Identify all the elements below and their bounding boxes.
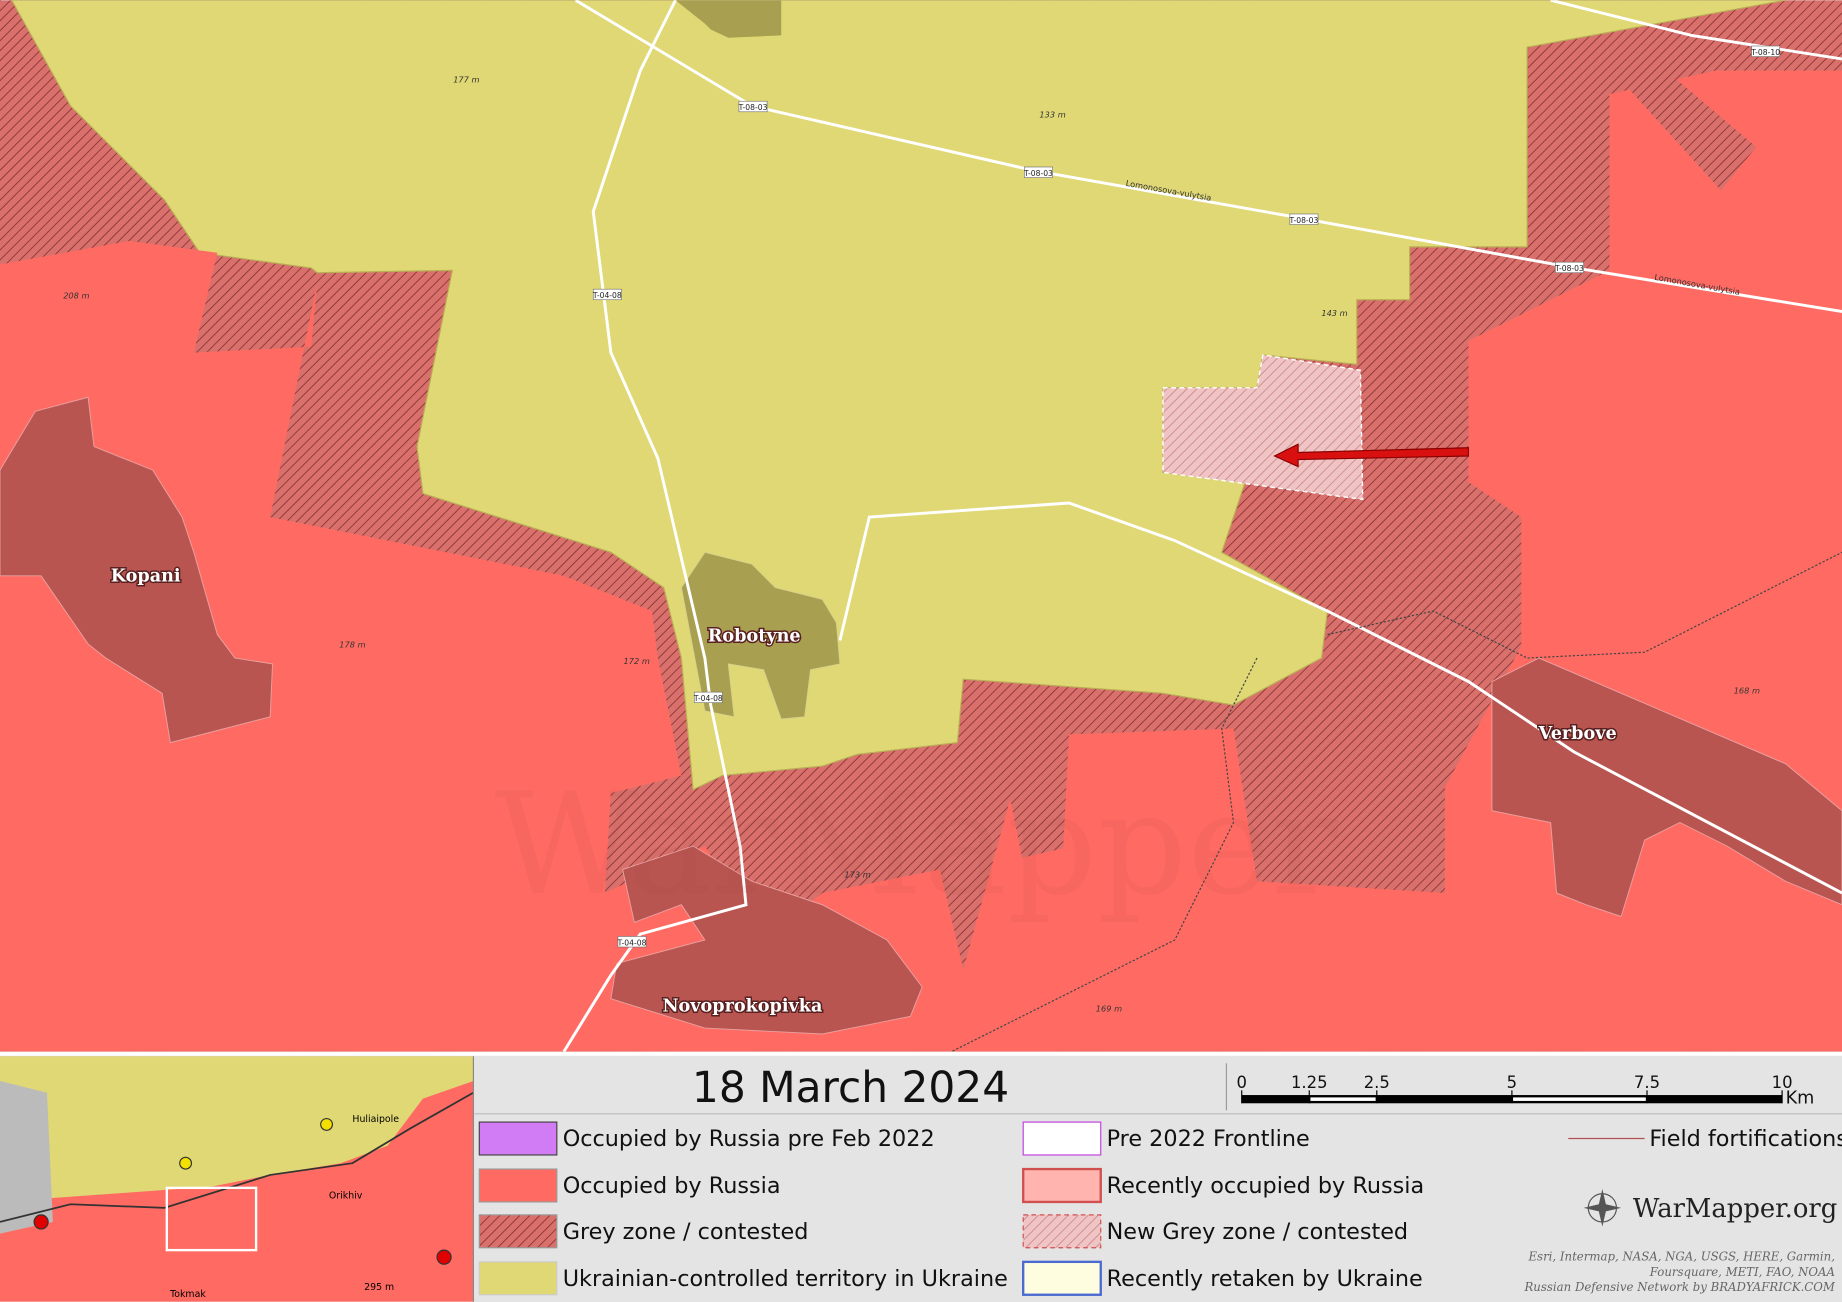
- city: [320, 1117, 334, 1131]
- legend-label: Occupied by Russia pre Feb 2022: [563, 1126, 935, 1152]
- settlement: [1491, 657, 1842, 918]
- legend-swatch: [478, 1214, 558, 1249]
- road-shield: [738, 100, 768, 113]
- credit: Foursquare, METI, FAO, NOAA: [1649, 1265, 1835, 1279]
- road-shield: [592, 288, 622, 301]
- elevation-label: 177 m: [453, 74, 479, 84]
- settlement: [610, 845, 923, 1035]
- road-label: T-08-03: [1554, 264, 1584, 273]
- legend-label: Field fortifications: [1649, 1126, 1842, 1152]
- road-label: T-04-08: [617, 938, 647, 947]
- settlement-top: [675, 0, 782, 38]
- inset-label: 295 m: [364, 1282, 394, 1293]
- scale-label: 0: [1236, 1073, 1246, 1092]
- elevation-label: 173 m: [844, 870, 870, 880]
- legend-label: Occupied by Russia: [563, 1173, 781, 1199]
- elevation-label: 133 m: [1039, 110, 1065, 120]
- road: [838, 501, 1842, 895]
- place-label: Verbove: [1538, 723, 1617, 744]
- legend-swatch: [478, 1168, 558, 1203]
- brand: WarMapper.org: [1583, 1189, 1837, 1227]
- legend-swatch: [1022, 1260, 1102, 1296]
- road-shield: [1555, 261, 1584, 274]
- city: [33, 1214, 49, 1230]
- inset-label: Huliaipole: [352, 1114, 399, 1125]
- legend-swatch: [478, 1261, 558, 1296]
- place-label: Kopani: [111, 566, 181, 587]
- elevation-label: 172 m: [624, 656, 650, 666]
- legend-swatch: [1022, 1121, 1102, 1156]
- road: [574, 0, 1842, 313]
- road-label: T-08-03: [1289, 216, 1319, 225]
- elevation-label: 169 m: [1096, 1004, 1122, 1014]
- map-labels: Kopani Robotyne Verbove Novoprokopivka 177 m…: [63, 45, 1781, 1018]
- road-shield: [617, 936, 647, 948]
- inset-map: Huliaipole Orikhiv Tokmak 295 m: [0, 1056, 474, 1302]
- road-label: T-08-03: [1023, 169, 1053, 178]
- scale-label: 1.25: [1291, 1073, 1328, 1092]
- inset-grey: [0, 1080, 53, 1234]
- ukrainian-territory: [11, 0, 1786, 791]
- road-label: T-04-08: [693, 694, 723, 703]
- legend-swatch: [478, 1121, 558, 1156]
- scale-unit: Km: [1786, 1088, 1815, 1108]
- inset-frame: [165, 1186, 258, 1252]
- road-shield: [1289, 213, 1319, 225]
- inset-label: Tokmak: [169, 1289, 206, 1300]
- scale-segment: [1513, 1097, 1646, 1101]
- road-shield: [693, 691, 723, 703]
- field-fortification: [1327, 551, 1842, 659]
- settlements: [0, 396, 1842, 1035]
- place-label: Novoprokopivka: [662, 996, 822, 1017]
- russian-territory: [0, 70, 1842, 1052]
- credit: Esri, Intermap, NASA, NGA, USGS, HERE, G…: [1527, 1250, 1834, 1264]
- settlement: [0, 396, 274, 744]
- grey-zone-patch: [1607, 47, 1757, 191]
- scale-label: 10: [1772, 1073, 1793, 1092]
- scale-segment: [1310, 1097, 1376, 1101]
- city: [179, 1156, 193, 1170]
- field-fortification: [951, 657, 1258, 1052]
- legend-label: New Grey zone / contested: [1107, 1219, 1409, 1245]
- legend-swatch: [1022, 1214, 1102, 1249]
- elevation-label: 178 m: [339, 639, 365, 649]
- legend-label: Recently occupied by Russia: [1107, 1173, 1425, 1199]
- brand-icon: [1583, 1189, 1622, 1227]
- scale-label: 5: [1507, 1073, 1517, 1092]
- legend-label: Pre 2022 Frontline: [1107, 1126, 1310, 1152]
- city: [436, 1249, 452, 1265]
- road-label: T-08-03: [738, 103, 768, 112]
- title: 18 March 2024: [692, 1063, 1009, 1112]
- inset-label: Orikhiv: [329, 1190, 363, 1201]
- field-lines: [951, 551, 1842, 1052]
- legend: Occupied by Russia pre Feb 2022 Occupied…: [478, 1121, 1842, 1296]
- credit: Russian Defensive Network by BRADYAFRICK…: [1523, 1280, 1835, 1294]
- scale-label: 2.5: [1364, 1073, 1390, 1092]
- inset-ukraine: [0, 1056, 474, 1199]
- road-label: T-08-10: [1750, 48, 1780, 57]
- arrow: [1273, 443, 1470, 468]
- watermark: WarMapper: [494, 763, 1338, 927]
- elevation-label: 168 m: [1734, 685, 1760, 695]
- inset-front: [0, 1091, 474, 1223]
- place-label: Robotyne: [708, 626, 801, 647]
- road: [1550, 0, 1842, 61]
- scale-label: 7.5: [1634, 1073, 1660, 1092]
- legend-swatch: [1022, 1167, 1102, 1204]
- legend-label: Ukrainian-controlled territory in Ukrain…: [563, 1266, 1008, 1292]
- new-grey-zone: [1162, 354, 1364, 501]
- settlement-robotyne: [680, 551, 841, 720]
- road-label: T-04-08: [592, 291, 622, 300]
- brand-name: WarMapper.org: [1633, 1194, 1837, 1224]
- legend-label: Recently retaken by Ukraine: [1107, 1266, 1423, 1292]
- elevation-label: 208 m: [63, 291, 89, 301]
- legend-label: Grey zone / contested: [563, 1219, 809, 1245]
- main-map: WarMapper Kopani Robotyne Verbove Novoproko…: [0, 0, 1842, 1052]
- road-shield: [1024, 166, 1053, 178]
- road-shield: [1751, 45, 1781, 57]
- elevation-label: 143 m: [1321, 308, 1347, 318]
